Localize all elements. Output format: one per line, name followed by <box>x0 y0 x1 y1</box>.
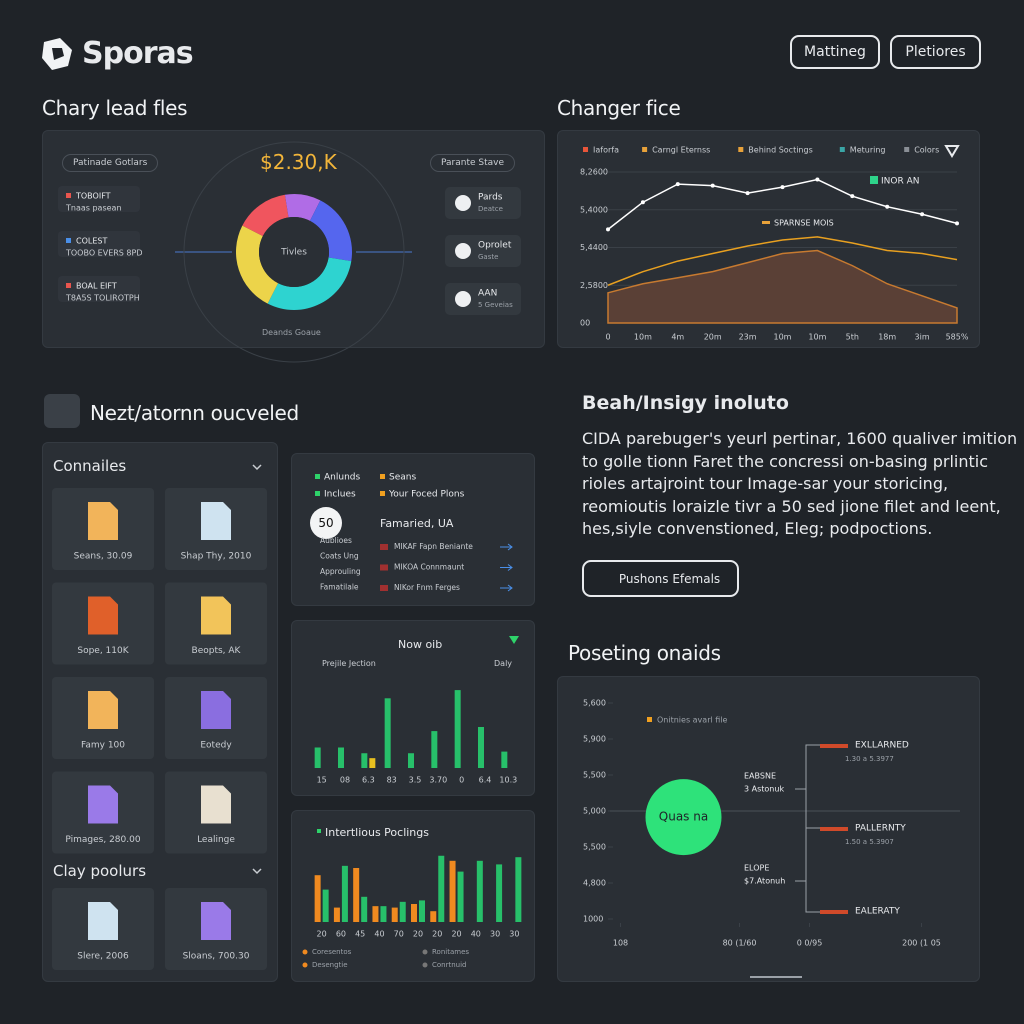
label: Prejile Jection <box>322 659 376 668</box>
header-button[interactable]: Mattineg <box>790 35 880 69</box>
badge: 50 <box>310 507 342 539</box>
section-title: Nezt/atornn oucveled <box>90 401 299 425</box>
heading: Famaried, UA <box>380 517 454 530</box>
text-line: rioles artajroint tour Image-sar your st… <box>582 474 949 493</box>
panel <box>42 442 278 982</box>
panel <box>557 676 980 982</box>
header-button[interactable]: Pletiores <box>890 35 981 69</box>
panel <box>557 130 980 348</box>
insight-title: Beah/Insigy inoluto <box>582 392 789 414</box>
panel-title: Intertlious Poclings <box>325 826 429 839</box>
panel-title: Now oib <box>398 638 443 651</box>
insight-button[interactable]: Pushons Efemals <box>582 560 739 597</box>
panel-title: Clay poolurs <box>53 862 147 880</box>
section-icon <box>44 394 80 428</box>
section-title: Chary lead fles <box>42 96 188 120</box>
panel-title: Connailes <box>53 457 127 475</box>
panel <box>291 810 535 982</box>
footer-label: Deands Goaue <box>262 328 321 337</box>
section-title: Poseting onaids <box>568 641 721 665</box>
text-line: to golle tionn Faret the concressi on-ba… <box>582 451 989 471</box>
heading-pill: Patinade Gotlars <box>62 154 159 172</box>
scroll-indicator <box>750 976 802 978</box>
insight-text: CIDA parebuger's yeurl pertinar, 1600 qu… <box>582 428 1017 541</box>
amount: $2.30,K <box>260 150 337 174</box>
text-line: CIDA parebuger's yeurl pertinar, 1600 qu… <box>582 429 1018 448</box>
label: Daly <box>494 659 513 668</box>
heading-pill: Parante Stave <box>430 154 516 172</box>
section-title: Changer fice <box>557 96 681 120</box>
brand: Sporas <box>82 36 194 71</box>
text-line: hes,siyle convenstioned, Eleg; podpoctio… <box>582 519 933 538</box>
text-line: reomioutis loraizle tivr a 50 sed jione … <box>582 496 1001 516</box>
logo-icon <box>42 38 72 70</box>
